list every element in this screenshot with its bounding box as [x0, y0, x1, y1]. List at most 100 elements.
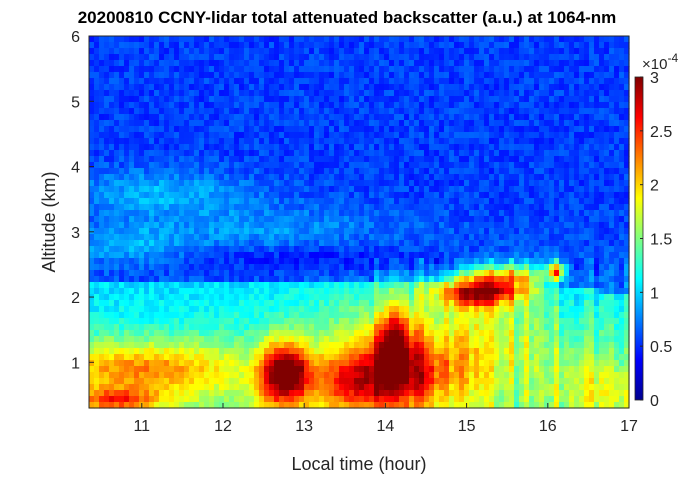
heatmap-cell [294, 288, 300, 295]
heatmap-cell [229, 144, 235, 151]
heatmap-cell [484, 186, 490, 193]
heatmap-cell [429, 324, 435, 331]
heatmap-cell [464, 270, 470, 277]
heatmap-cell [224, 390, 230, 397]
heatmap-cell [334, 372, 340, 379]
heatmap-cell [214, 156, 220, 163]
heatmap-cell [264, 102, 270, 109]
heatmap-cell [269, 288, 275, 295]
heatmap-cell [219, 234, 225, 241]
heatmap-cell [359, 270, 365, 277]
heatmap-cell [279, 234, 285, 241]
heatmap-cell [289, 378, 295, 385]
heatmap-cell [334, 300, 340, 307]
heatmap-cell [274, 120, 280, 127]
heatmap-cell [179, 378, 185, 385]
heatmap-cell [124, 66, 130, 73]
heatmap-cell [89, 342, 95, 349]
heatmap-cell [379, 156, 385, 163]
heatmap-cell [344, 42, 350, 49]
heatmap-cell [474, 84, 480, 91]
heatmap-cell [329, 84, 335, 91]
heatmap-cell [189, 348, 195, 355]
heatmap-cell [104, 330, 110, 337]
heatmap-cell [284, 258, 290, 265]
heatmap-cell [224, 90, 230, 97]
heatmap-cell [389, 246, 395, 253]
heatmap-cell [289, 384, 295, 391]
heatmap-cell [444, 264, 450, 271]
heatmap-cell [209, 144, 215, 151]
heatmap-cell [409, 114, 415, 121]
heatmap-cell [479, 192, 485, 199]
heatmap-cell [229, 336, 235, 343]
heatmap-cell [89, 114, 95, 121]
heatmap-cell [454, 108, 460, 115]
heatmap-cell [414, 252, 420, 259]
heatmap-cell [254, 222, 260, 229]
heatmap-cell [219, 384, 225, 391]
heatmap-cell [129, 264, 135, 271]
heatmap-cell [229, 222, 235, 229]
heatmap-cell [309, 246, 315, 253]
heatmap-cell [219, 144, 225, 151]
heatmap-cell [199, 258, 205, 265]
heatmap-cell [434, 396, 440, 403]
heatmap-cell [109, 378, 115, 385]
heatmap-cell [104, 270, 110, 277]
heatmap-cell [349, 270, 355, 277]
heatmap-cell [359, 258, 365, 265]
heatmap-cell [94, 54, 100, 61]
heatmap-cell [324, 174, 330, 181]
heatmap-cell [449, 264, 455, 271]
heatmap-cell [264, 402, 270, 409]
heatmap-cell [294, 228, 300, 235]
heatmap-cell [249, 90, 255, 97]
heatmap-cell [359, 168, 365, 175]
heatmap-cell [424, 90, 430, 97]
heatmap-cell [239, 198, 245, 205]
heatmap-cell [189, 60, 195, 67]
heatmap-cell [204, 258, 210, 265]
heatmap-cell [129, 306, 135, 313]
heatmap-cell [324, 372, 330, 379]
heatmap-cell [479, 288, 485, 295]
heatmap-cell [314, 162, 320, 169]
heatmap-cell [274, 324, 280, 331]
heatmap-cell [384, 180, 390, 187]
heatmap-cell [219, 48, 225, 55]
heatmap-cell [179, 126, 185, 133]
heatmap-cell [339, 78, 345, 85]
heatmap-cell [379, 336, 385, 343]
heatmap-cell [329, 132, 335, 139]
heatmap-cell [484, 60, 490, 67]
heatmap-cell [239, 276, 245, 283]
heatmap-cell [229, 372, 235, 379]
heatmap-cell [254, 204, 260, 211]
heatmap-cell [209, 330, 215, 337]
heatmap-cell [374, 294, 380, 301]
heatmap-cell [469, 276, 475, 283]
heatmap-cell [304, 120, 310, 127]
heatmap-cell [449, 78, 455, 85]
heatmap-cell [399, 288, 405, 295]
heatmap-cell [134, 192, 140, 199]
heatmap-cell [359, 132, 365, 139]
heatmap-cell [314, 288, 320, 295]
heatmap-cell [304, 282, 310, 289]
heatmap-cell [364, 174, 370, 181]
heatmap-cell [294, 246, 300, 253]
heatmap-cell [184, 276, 190, 283]
heatmap-cell [234, 102, 240, 109]
heatmap-cell [394, 150, 400, 157]
heatmap-cell [424, 216, 430, 223]
heatmap-cell [474, 246, 480, 253]
heatmap-cell [384, 114, 390, 121]
heatmap-cell [129, 90, 135, 97]
heatmap-cell [454, 102, 460, 109]
heatmap-cell [119, 270, 125, 277]
heatmap-cell [439, 270, 445, 277]
heatmap-cell [259, 282, 265, 289]
heatmap-cell [279, 144, 285, 151]
heatmap-cell [129, 150, 135, 157]
